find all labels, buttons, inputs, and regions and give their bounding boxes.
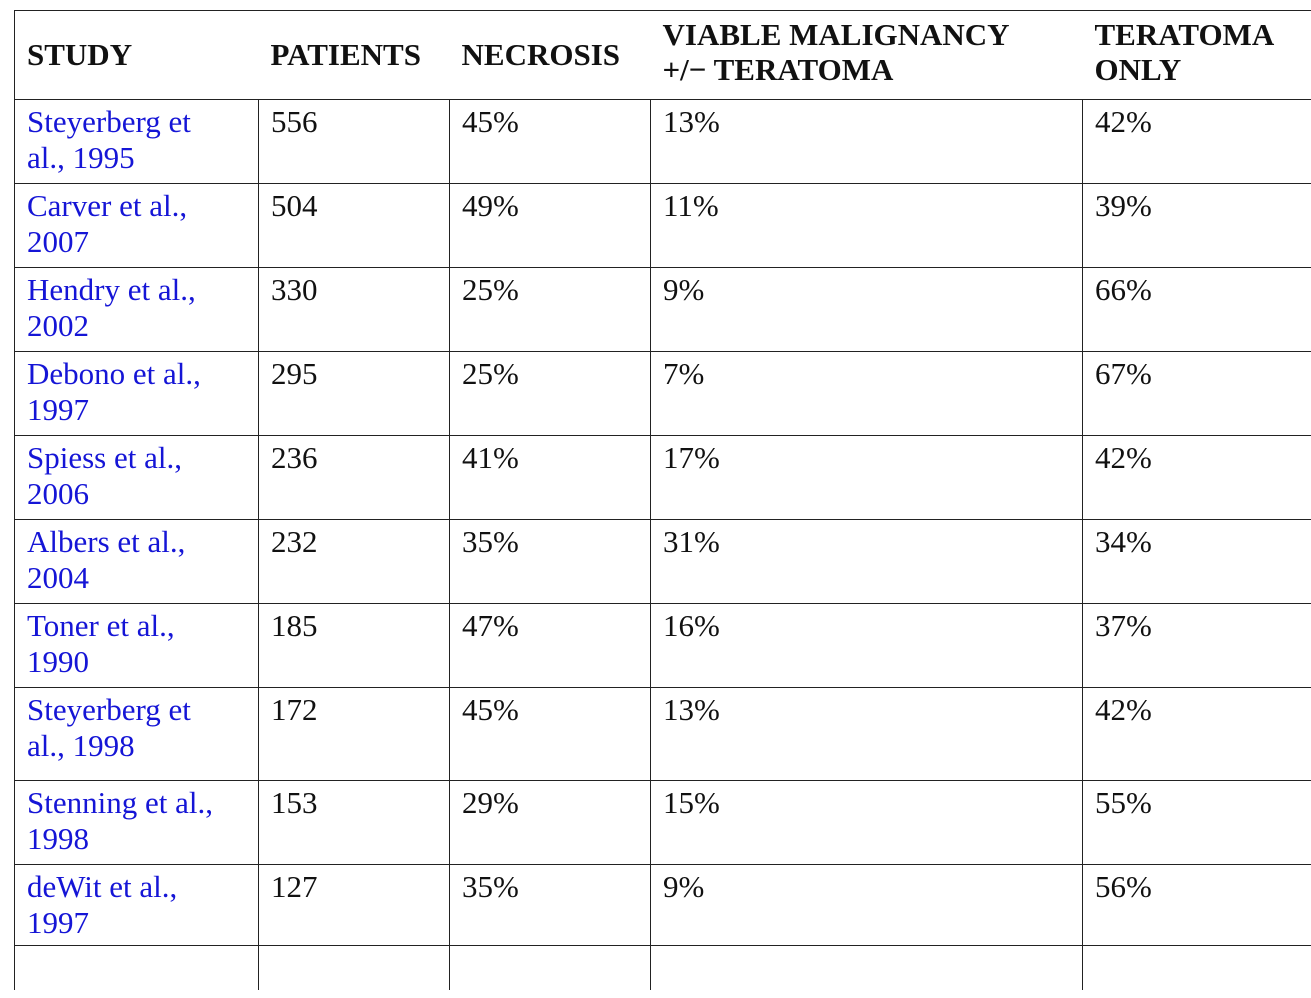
study-link-line1: Steyerberg et [27, 104, 191, 139]
header-study: STUDY [14, 10, 259, 100]
study-link[interactable]: Stenning et al., 1998 [14, 780, 259, 865]
viable-cell: 11% [650, 183, 1083, 268]
necrosis-cell: 35% [449, 519, 651, 604]
study-link-line1: Stenning et al., [27, 785, 213, 820]
header-teratoma-line1: TERATOMA [1094, 17, 1275, 52]
viable-cell: 17% [650, 435, 1083, 520]
study-link-line2: 2002 [27, 308, 89, 343]
study-link-line1: Spiess et al., [27, 440, 182, 475]
study-link-line2: 1997 [27, 392, 89, 427]
patients-cell: 295 [258, 351, 450, 436]
header-viable-line1: VIABLE MALIGNANCY [662, 17, 1010, 52]
study-link-line1: Debono et al., [27, 356, 201, 391]
study-link[interactable]: Debono et al., 1997 [14, 351, 259, 436]
study-link[interactable]: Steyerberg et al., 1995 [14, 99, 259, 184]
teratoma-cell: 42% [1082, 99, 1311, 184]
header-patients: PATIENTS [258, 10, 450, 100]
teratoma-cell: 66% [1082, 267, 1311, 352]
teratoma-cell: 67% [1082, 351, 1311, 436]
patients-cell: 556 [258, 99, 450, 184]
patients-cell: 127 [258, 864, 450, 946]
study-link-line1: deWit et al., [27, 869, 178, 904]
viable-cell: 7% [650, 351, 1083, 436]
teratoma-cell: 42% [1082, 435, 1311, 520]
patients-cell: 185 [258, 603, 450, 688]
viable-cell: 13% [650, 99, 1083, 184]
table-row: deWit et al., 1997 127 35% 9% 56% [14, 864, 1311, 946]
header-teratoma-only: TERATOMA ONLY [1082, 10, 1311, 100]
necrosis-cell: 45% [449, 687, 651, 781]
viable-cell: 15% [650, 780, 1083, 865]
study-link-line1: Steyerberg et [27, 692, 191, 727]
study-link[interactable]: Toner et al., 1990 [14, 603, 259, 688]
table-row-partial [14, 945, 1311, 990]
patients-cell: 504 [258, 183, 450, 268]
study-link-line2: 2007 [27, 224, 89, 259]
study-link-line2: 1998 [27, 821, 89, 856]
necrosis-cell: 49% [449, 183, 651, 268]
viable-cell: 9% [650, 864, 1083, 946]
header-viable-malignancy: VIABLE MALIGNANCY +/− TERATOMA [650, 10, 1083, 100]
header-viable-line2: +/− TERATOMA [662, 52, 894, 87]
study-link-line2: al., 1995 [27, 140, 135, 175]
table-row: Albers et al., 2004 232 35% 31% 34% [14, 519, 1311, 604]
viable-cell: 31% [650, 519, 1083, 604]
study-link-line2: 1997 [27, 905, 89, 940]
viable-cell: 9% [650, 267, 1083, 352]
table-row: Steyerberg et al., 1995 556 45% 13% 42% [14, 99, 1311, 184]
results-table: STUDY PATIENTS NECROSIS VIABLE MALIGNANC… [14, 10, 1311, 990]
empty-cell [1082, 945, 1311, 990]
results-table-container: STUDY PATIENTS NECROSIS VIABLE MALIGNANC… [14, 10, 1311, 990]
necrosis-cell: 41% [449, 435, 651, 520]
table-row: Steyerberg et al., 1998 172 45% 13% 42% [14, 687, 1311, 781]
patients-cell: 330 [258, 267, 450, 352]
table-row: Spiess et al., 2006 236 41% 17% 42% [14, 435, 1311, 520]
study-link-line2: 2004 [27, 560, 89, 595]
necrosis-cell: 25% [449, 351, 651, 436]
study-link-line1: Albers et al., [27, 524, 186, 559]
necrosis-cell: 25% [449, 267, 651, 352]
empty-cell [14, 945, 259, 990]
teratoma-cell: 34% [1082, 519, 1311, 604]
teratoma-cell: 37% [1082, 603, 1311, 688]
table-row: Toner et al., 1990 185 47% 16% 37% [14, 603, 1311, 688]
study-link[interactable]: Hendry et al., 2002 [14, 267, 259, 352]
viable-cell: 13% [650, 687, 1083, 781]
patients-cell: 153 [258, 780, 450, 865]
teratoma-cell: 56% [1082, 864, 1311, 946]
empty-cell [258, 945, 450, 990]
study-link[interactable]: Steyerberg et al., 1998 [14, 687, 259, 781]
patients-cell: 172 [258, 687, 450, 781]
table-row: Hendry et al., 2002 330 25% 9% 66% [14, 267, 1311, 352]
study-link[interactable]: Carver et al., 2007 [14, 183, 259, 268]
necrosis-cell: 45% [449, 99, 651, 184]
study-link[interactable]: Albers et al., 2004 [14, 519, 259, 604]
study-link-line1: Toner et al., [27, 608, 175, 643]
table-row: Carver et al., 2007 504 49% 11% 39% [14, 183, 1311, 268]
header-necrosis: NECROSIS [449, 10, 651, 100]
necrosis-cell: 47% [449, 603, 651, 688]
study-link-line1: Hendry et al., [27, 272, 196, 307]
patients-cell: 236 [258, 435, 450, 520]
teratoma-cell: 39% [1082, 183, 1311, 268]
study-link[interactable]: deWit et al., 1997 [14, 864, 259, 946]
teratoma-cell: 42% [1082, 687, 1311, 781]
study-link-line1: Carver et al., [27, 188, 188, 223]
viable-cell: 16% [650, 603, 1083, 688]
study-link[interactable]: Spiess et al., 2006 [14, 435, 259, 520]
necrosis-cell: 29% [449, 780, 651, 865]
table-row: Stenning et al., 1998 153 29% 15% 55% [14, 780, 1311, 865]
necrosis-cell: 35% [449, 864, 651, 946]
teratoma-cell: 55% [1082, 780, 1311, 865]
table-header-row: STUDY PATIENTS NECROSIS VIABLE MALIGNANC… [14, 10, 1311, 100]
empty-cell [449, 945, 651, 990]
patients-cell: 232 [258, 519, 450, 604]
study-link-line2: 1990 [27, 644, 89, 679]
header-teratoma-line2: ONLY [1094, 52, 1182, 87]
table-row: Debono et al., 1997 295 25% 7% 67% [14, 351, 1311, 436]
study-link-line2: al., 1998 [27, 728, 135, 763]
empty-cell [650, 945, 1083, 990]
study-link-line2: 2006 [27, 476, 89, 511]
